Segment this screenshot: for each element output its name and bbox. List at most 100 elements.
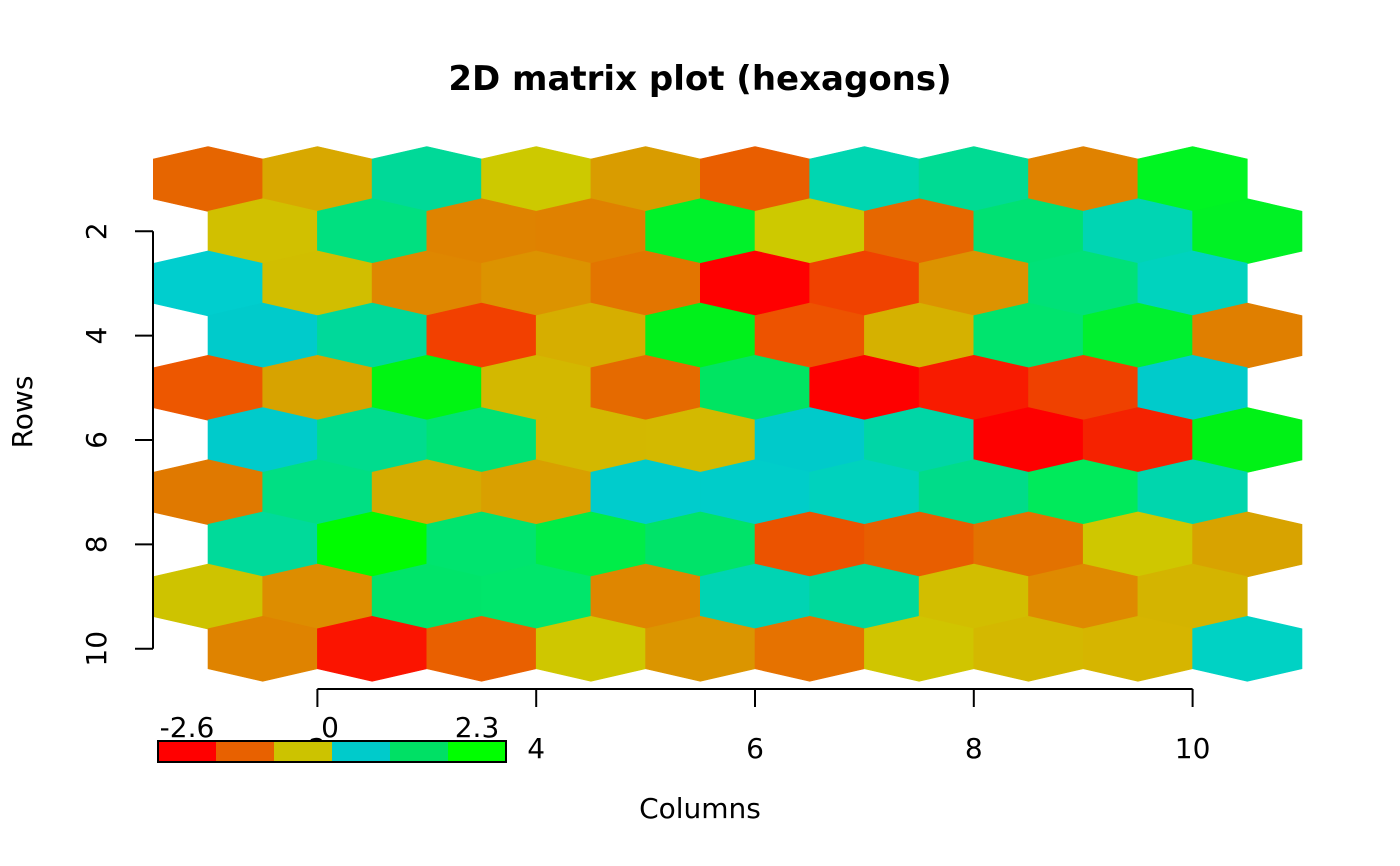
hex-cell — [699, 146, 811, 212]
legend-swatch — [332, 741, 391, 762]
hex-cell — [973, 407, 1084, 473]
y-tick-label: 10 — [80, 631, 113, 667]
hex-cell — [153, 354, 264, 421]
hex-cell — [1137, 459, 1248, 526]
hex-cell — [317, 615, 428, 682]
hex-cell — [426, 511, 537, 578]
hex-cell — [1192, 302, 1303, 369]
legend-swatch — [390, 741, 449, 762]
hex-cell — [1082, 407, 1193, 473]
hex-cell — [207, 615, 318, 682]
hex-cell — [1192, 198, 1303, 265]
hex-cell — [918, 459, 1029, 526]
y-tick-label: 4 — [80, 327, 113, 345]
hex-cell — [317, 407, 428, 473]
hex-cell — [590, 563, 701, 630]
hex-cell — [1137, 250, 1248, 317]
hex-cell — [317, 302, 428, 369]
hex-cell — [317, 511, 428, 578]
hex-cell — [481, 146, 592, 212]
hex-cell — [864, 407, 975, 473]
hex-cell — [426, 407, 537, 473]
hex-cell — [590, 250, 701, 317]
hex-cell — [699, 563, 811, 630]
hex-cell — [535, 302, 646, 369]
hex-cell — [153, 146, 264, 212]
legend-swatch — [158, 741, 217, 762]
hex-cell — [645, 407, 756, 473]
hex-cell — [426, 198, 537, 265]
y-axis-label: Rows — [6, 376, 39, 449]
hex-cell — [207, 407, 318, 473]
legend-min-label: -2.6 — [160, 711, 215, 744]
hex-cell — [645, 615, 756, 682]
hex-cell — [262, 563, 373, 630]
hex-cell — [973, 511, 1084, 578]
hex-cell — [590, 146, 701, 212]
hex-cell — [809, 563, 920, 630]
y-tick-label: 2 — [80, 222, 113, 240]
hex-cell — [207, 511, 318, 578]
hex-cell — [1028, 563, 1139, 630]
hex-cell — [645, 198, 756, 265]
hex-cell — [535, 615, 646, 682]
hex-cell — [1082, 302, 1193, 369]
hex-cell — [864, 198, 975, 265]
x-axis-label: Columns — [639, 792, 761, 825]
hex-cell — [371, 250, 482, 317]
hex-cell — [809, 146, 920, 212]
hex-cell — [590, 354, 701, 421]
hexagon-cells — [153, 146, 1303, 682]
hex-cell — [1137, 146, 1248, 212]
x-tick-label: 6 — [746, 732, 764, 765]
hex-cell — [535, 407, 646, 473]
hex-cell — [1028, 146, 1139, 212]
hex-cell — [371, 563, 482, 630]
hex-cell — [153, 563, 264, 630]
hex-cell — [699, 250, 811, 317]
hex-cell — [809, 250, 920, 317]
hex-cell — [1082, 198, 1193, 265]
hex-cell — [317, 198, 428, 265]
hex-cell — [864, 302, 975, 369]
hex-cell — [918, 563, 1029, 630]
hex-cell — [590, 459, 701, 526]
hex-cell — [1028, 459, 1139, 526]
hex-cell — [481, 354, 592, 421]
hex-cell — [1192, 615, 1303, 682]
hex-cell — [1192, 511, 1303, 578]
hex-cell — [699, 459, 811, 526]
hex-cell — [864, 615, 975, 682]
hex-cell — [207, 198, 318, 265]
hex-cell — [1192, 407, 1303, 473]
hex-cell — [1137, 354, 1248, 421]
hex-cell — [809, 459, 920, 526]
hex-cell — [754, 302, 865, 369]
hex-cell — [262, 354, 373, 421]
hex-cell — [1028, 354, 1139, 421]
hex-cell — [1082, 511, 1193, 578]
legend-mid-label: 0 — [321, 711, 339, 744]
hex-cell — [754, 198, 865, 265]
legend-border — [157, 740, 507, 763]
hex-cell — [426, 615, 537, 682]
hex-cell — [535, 511, 646, 578]
hex-cell — [371, 146, 482, 212]
hex-cell — [918, 250, 1029, 317]
hex-cell — [481, 250, 592, 317]
legend-swatch — [274, 741, 333, 762]
hex-cell — [262, 459, 373, 526]
legend-max-label: 2.3 — [455, 711, 500, 744]
x-tick-label: 8 — [965, 732, 983, 765]
y-tick-label: 8 — [80, 535, 113, 553]
x-tick-label: 4 — [527, 732, 545, 765]
hex-cell — [481, 563, 592, 630]
hex-cell — [864, 511, 975, 578]
hex-cell — [645, 511, 756, 578]
hex-cell — [918, 354, 1029, 421]
legend-swatch — [448, 741, 507, 762]
y-tick-label: 6 — [80, 431, 113, 449]
hex-cell — [1082, 615, 1193, 682]
chart-title: 2D matrix plot (hexagons) — [448, 59, 951, 99]
